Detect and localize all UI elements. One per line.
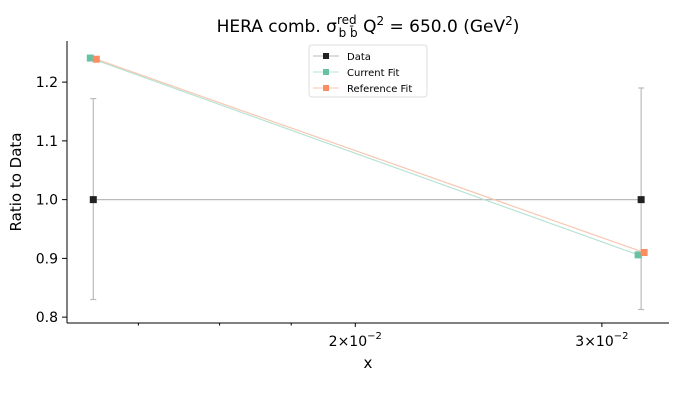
- legend-item-reference-fit: Reference Fit: [313, 84, 412, 95]
- series-line: [96, 58, 645, 254]
- data-point: [92, 55, 100, 63]
- legend-current-fit-label: Current Fit: [347, 68, 400, 79]
- y-tick-label: 0.9: [36, 251, 58, 267]
- y-tick-label: 1.2: [36, 75, 58, 91]
- plot-area: [86, 54, 648, 311]
- data-point: [86, 54, 94, 62]
- legend-current-fit-marker: [323, 69, 329, 75]
- y-axis-label: Ratio to Data: [7, 133, 25, 232]
- data-point: [634, 251, 642, 259]
- legend-item-data: Data: [313, 52, 371, 63]
- legend: Data Current Fit Reference Fit: [308, 44, 428, 98]
- y-tick-label: 1.1: [36, 134, 58, 150]
- legend-box: [308, 44, 428, 98]
- y-tick-label: 1.0: [36, 193, 58, 209]
- chart-title: HERA comb. σred b b̄ Q2 = 650.0 (GeV2): [217, 13, 520, 40]
- data-point: [637, 196, 645, 204]
- x-tick-label: 3×10−2: [575, 331, 628, 350]
- x-tick-label: 2×10−2: [329, 331, 382, 350]
- x-axis-label: x: [364, 354, 373, 372]
- legend-reference-fit-marker: [323, 85, 329, 91]
- data-point: [89, 196, 97, 204]
- ticks: 0.8 0.9 1.0 1.1 1.2 2×10−2 3×10−2: [36, 75, 629, 350]
- data-point: [640, 249, 648, 256]
- legend-reference-fit-label: Reference Fit: [347, 84, 412, 95]
- legend-data-marker: [323, 53, 329, 59]
- y-tick-label: 0.8: [36, 310, 58, 326]
- legend-item-current-fit: Current Fit: [313, 68, 400, 79]
- legend-data-label: Data: [347, 52, 371, 63]
- series-line: [90, 57, 639, 256]
